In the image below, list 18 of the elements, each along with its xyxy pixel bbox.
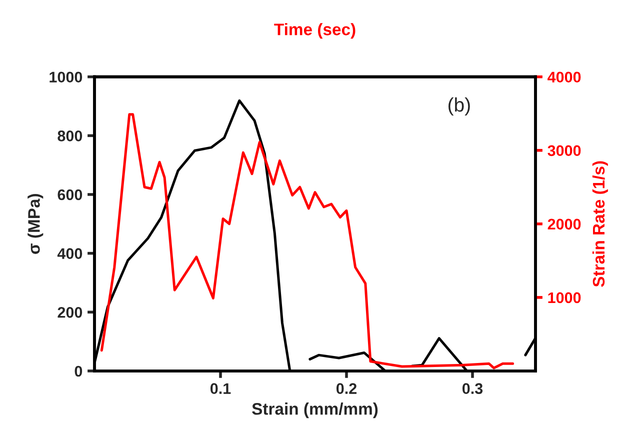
y-tick-label: 600 [58, 189, 82, 200]
x2-axis-title: Time (sec) [274, 23, 356, 39]
y-axis-title: σ (MPa) [28, 194, 44, 254]
y2-tick-label: 4000 [548, 72, 581, 83]
y-tick-label: 400 [57, 248, 82, 259]
y2-tick-label: 1000 [548, 292, 581, 304]
y2-tick-label: 3000 [548, 145, 581, 156]
y2-tick-label: 2000 [548, 218, 581, 230]
x-tick-label: 0.2 [336, 383, 357, 394]
x-tick-label: 0.1 [210, 383, 231, 394]
y-tick-label: 0 [74, 366, 82, 377]
y-tick-label: 200 [58, 306, 82, 318]
annotation: (b) [448, 97, 470, 116]
y2-axis-title: Strain Rate (1/s) [592, 161, 608, 287]
y-tick-label: 800 [58, 130, 82, 142]
y-tick-label: 1000 [50, 72, 82, 83]
x-axis-title: Strain (mm/mm) [252, 402, 378, 418]
x-tick-label: 0.3 [462, 383, 483, 394]
